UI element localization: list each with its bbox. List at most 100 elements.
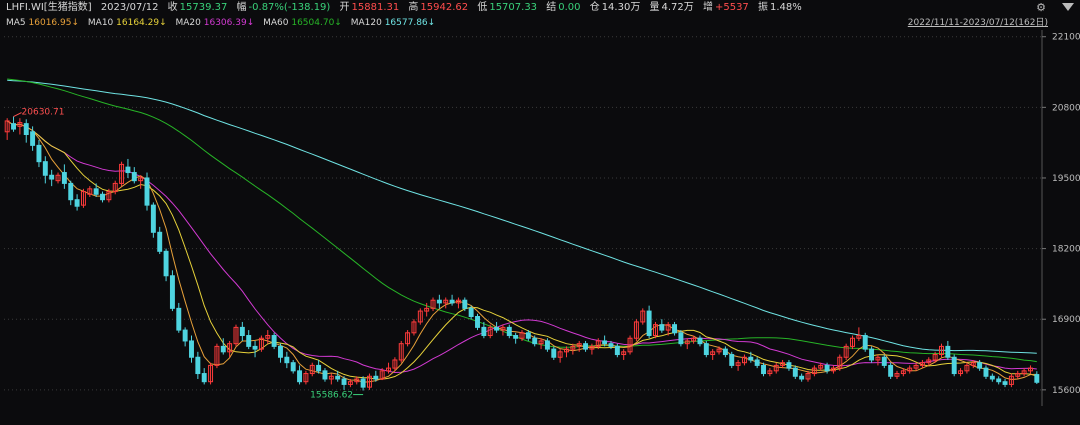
- candle: [748, 351, 754, 363]
- candles: [4, 116, 1040, 391]
- candle: [703, 340, 709, 358]
- candle: [792, 365, 798, 379]
- candle: [23, 119, 29, 143]
- candle: [830, 365, 836, 374]
- candle: [589, 343, 595, 355]
- candle: [843, 343, 849, 360]
- candle: [246, 330, 252, 350]
- candle: [850, 335, 855, 350]
- candle: [42, 156, 48, 184]
- candle: [646, 305, 652, 339]
- candle: [824, 362, 830, 374]
- date-range[interactable]: 2022/11/11-2023/07/12(162日): [907, 18, 1048, 28]
- candle: [506, 324, 512, 339]
- min-low-label: 15586.62: [310, 391, 353, 401]
- candle: [233, 324, 239, 347]
- y-tick-label: 20800: [1052, 103, 1080, 113]
- change-value: -0.87%(-138.19): [248, 2, 331, 13]
- candle: [525, 330, 531, 341]
- candle: [977, 359, 983, 371]
- y-tick-label: 18200: [1052, 245, 1080, 255]
- candle: [424, 302, 430, 317]
- candle: [881, 354, 887, 369]
- grid: [4, 36, 1042, 391]
- candle: [239, 321, 245, 341]
- candle: [614, 343, 620, 358]
- candle: [919, 359, 925, 369]
- candle: [856, 327, 862, 341]
- candle: [913, 362, 919, 371]
- candle: [449, 294, 455, 306]
- candle: [996, 376, 1002, 385]
- candle: [322, 368, 328, 382]
- candle: [436, 294, 442, 309]
- candle: [862, 332, 868, 352]
- candle: [939, 343, 944, 358]
- candle: [811, 365, 817, 377]
- open-value: 15881.31: [351, 2, 400, 13]
- y-axis: 15600 16900 18200 19500 20800 22100: [1041, 30, 1080, 406]
- candle: [55, 172, 61, 184]
- amplitude-value: 1.48%: [769, 2, 802, 13]
- y-tick-label: 15600: [1052, 386, 1080, 396]
- candle: [926, 357, 932, 366]
- candle: [68, 180, 74, 206]
- candle: [544, 338, 550, 352]
- candle: [513, 332, 519, 344]
- candle: [983, 365, 989, 379]
- max-pointer: [13, 112, 22, 117]
- candle: [761, 362, 766, 377]
- candle: [710, 349, 716, 360]
- candle: [964, 362, 970, 374]
- y-tick-label: 19500: [1052, 174, 1080, 184]
- candle: [214, 343, 220, 369]
- candle: [1027, 365, 1033, 374]
- ma60-line: [7, 78, 1037, 363]
- candle: [252, 340, 258, 358]
- candle: [805, 370, 811, 382]
- candle: [100, 191, 105, 203]
- candle: [49, 169, 55, 187]
- candle: [61, 164, 67, 189]
- candle: [570, 343, 576, 355]
- ma5-legend: MA5 16016.95↓: [6, 18, 80, 28]
- candle: [208, 362, 214, 385]
- candle: [354, 376, 360, 385]
- candle: [1015, 370, 1021, 379]
- y-tick-label: 22100: [1052, 33, 1080, 43]
- candle: [678, 330, 684, 347]
- high-value: 15942.62: [420, 2, 469, 13]
- candle: [633, 319, 639, 341]
- candle: [754, 357, 760, 369]
- candle: [265, 330, 271, 344]
- candle: [373, 370, 379, 382]
- candle: [398, 340, 404, 363]
- candle: [176, 302, 182, 333]
- candle: [583, 340, 589, 352]
- dropdown-triangle-icon[interactable]: [1062, 3, 1074, 11]
- symbol-name[interactable]: LHFI.WI[生猪指数]: [6, 2, 92, 13]
- candle: [17, 118, 23, 135]
- candle: [74, 194, 80, 211]
- candle: [691, 335, 697, 344]
- candle: [316, 359, 322, 374]
- gear-icon[interactable]: ⚙: [1036, 1, 1046, 14]
- candle: [290, 359, 296, 374]
- volume-label: 量: [649, 2, 660, 13]
- candle: [640, 308, 646, 325]
- candle: [303, 370, 309, 385]
- candle: [144, 172, 150, 211]
- candle: [608, 340, 614, 350]
- candle: [87, 186, 93, 197]
- candle: [684, 338, 690, 350]
- candle: [970, 359, 976, 369]
- candle: [347, 378, 353, 388]
- candle: [341, 376, 347, 390]
- candle: [189, 335, 194, 363]
- candle: [716, 346, 722, 355]
- volume-value: 4.72万: [661, 2, 694, 13]
- candle: [1002, 378, 1008, 388]
- ma60-legend: MA60 16504.70↓: [263, 18, 342, 28]
- candle: [405, 330, 411, 347]
